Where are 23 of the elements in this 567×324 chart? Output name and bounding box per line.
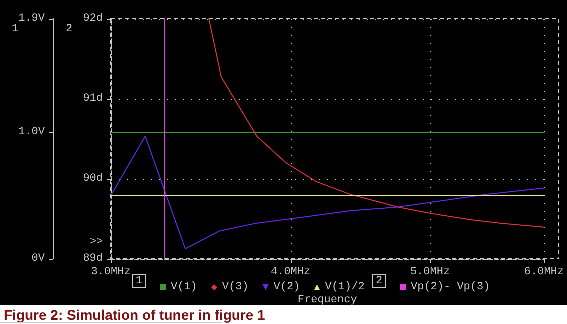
text: 1 <box>136 276 143 288</box>
y2-tick-label: 89d <box>83 253 103 265</box>
legend-label: Vp(2)- Vp(3) <box>411 282 490 294</box>
text: >> <box>90 236 104 248</box>
y-tick-label: 0V <box>32 253 46 265</box>
x-tick-label: 6.0MHz <box>524 266 564 278</box>
y2-tick-label: 90d <box>83 173 103 185</box>
x-tick-label: 4.0MHz <box>270 266 311 278</box>
y2-tick-label: 92d <box>83 13 103 25</box>
text: 2 <box>376 276 383 288</box>
x-tick-label: 3.0MHz <box>91 266 131 278</box>
text: 1 <box>12 24 19 36</box>
y-tick-label: 1.9V <box>18 13 46 25</box>
y2-tick-label: 91d <box>83 93 103 105</box>
legend-label: V(3) <box>222 282 249 294</box>
text: 2 <box>66 24 73 36</box>
legend-label: V(2) <box>274 282 300 294</box>
x-axis-title: Frequency <box>298 294 358 306</box>
y-tick-label: 1.0V <box>18 126 46 139</box>
x-tick-label: 5.0MHz <box>410 266 450 278</box>
text: Figure 2: Simulation of tuner in figure 1 <box>4 307 266 323</box>
legend-label: V(1)/2 <box>325 282 365 294</box>
legend-label: V(1) <box>171 282 198 294</box>
